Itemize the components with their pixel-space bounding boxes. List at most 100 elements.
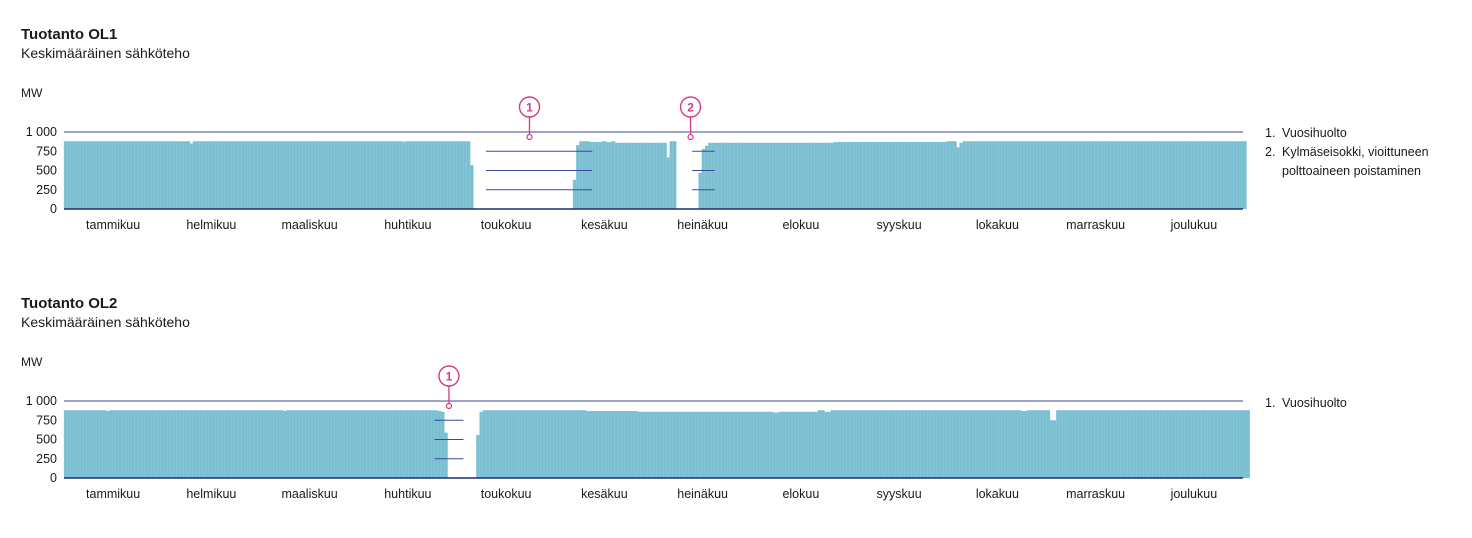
y-tick-label: 0 <box>50 471 57 485</box>
bar <box>779 411 783 478</box>
bar <box>618 411 622 478</box>
bar <box>1226 141 1231 209</box>
bar <box>485 410 490 478</box>
bar <box>289 141 294 209</box>
bar <box>357 141 361 209</box>
bar <box>334 410 339 478</box>
bar <box>102 141 107 209</box>
bar <box>988 410 993 478</box>
bar <box>556 410 561 478</box>
x-tick-label: kesäkuu <box>581 218 628 232</box>
bar <box>128 141 133 209</box>
bar <box>679 411 683 478</box>
bar <box>205 410 210 478</box>
bar <box>250 141 255 209</box>
bar <box>421 410 426 478</box>
bar <box>1159 141 1163 209</box>
bar <box>795 142 799 209</box>
bar <box>1094 141 1099 209</box>
bar <box>653 142 658 209</box>
bar <box>70 410 75 478</box>
x-tick-label: heinäkuu <box>677 487 728 501</box>
bar <box>769 411 774 478</box>
bar <box>547 410 551 478</box>
bar <box>682 411 687 478</box>
bar <box>1107 141 1112 209</box>
bar <box>405 141 410 209</box>
bar <box>978 410 983 478</box>
bar <box>237 141 242 209</box>
x-tick-label: joulukuu <box>1170 218 1218 232</box>
bar <box>978 141 983 209</box>
x-tick-label: syyskuu <box>877 218 922 232</box>
bar <box>891 410 896 478</box>
y-tick-label: 1 000 <box>26 394 57 408</box>
bar <box>869 142 873 209</box>
bar <box>154 410 158 478</box>
bar <box>766 142 770 209</box>
annotation-number: 1 <box>526 101 533 115</box>
bar <box>1217 141 1221 209</box>
bar <box>920 410 925 478</box>
bar <box>1165 410 1170 478</box>
bar <box>109 410 113 478</box>
bar <box>534 410 538 478</box>
bar <box>176 410 181 478</box>
bar <box>305 410 310 478</box>
gridlines <box>64 131 1243 191</box>
bar <box>882 410 886 478</box>
bar <box>1107 410 1112 478</box>
bars <box>64 141 1247 209</box>
bar <box>959 410 964 478</box>
bar <box>286 141 290 209</box>
bar <box>663 411 667 478</box>
bar <box>1152 410 1157 478</box>
bar <box>846 142 851 209</box>
bar <box>337 141 342 209</box>
bar <box>1149 141 1154 209</box>
bar <box>1185 141 1189 209</box>
bar <box>821 142 825 209</box>
bar <box>237 410 242 478</box>
bar <box>891 142 896 209</box>
bar <box>924 410 928 478</box>
bar <box>1130 141 1134 209</box>
bar <box>405 410 410 478</box>
bar <box>1130 410 1134 478</box>
bar <box>1230 410 1234 478</box>
bar <box>888 410 893 478</box>
bar <box>1004 141 1009 209</box>
bar <box>73 141 78 209</box>
bar <box>914 410 919 478</box>
bar <box>1065 410 1070 478</box>
bar <box>154 141 158 209</box>
bar <box>521 410 526 478</box>
bar <box>817 410 822 478</box>
bar <box>721 411 725 478</box>
bar <box>853 142 857 209</box>
bar <box>96 141 100 209</box>
x-tick-label: toukokuu <box>481 218 532 232</box>
bar <box>376 410 381 478</box>
bar <box>138 410 142 478</box>
bar-texture <box>63 410 1240 478</box>
bar <box>927 142 931 209</box>
bar <box>1046 141 1051 209</box>
bar <box>450 141 455 209</box>
bar <box>936 410 941 478</box>
bar <box>734 142 738 209</box>
bar <box>817 142 822 209</box>
bar <box>772 412 777 478</box>
bar <box>1123 141 1128 209</box>
bar <box>254 141 258 209</box>
bar <box>814 142 819 209</box>
bar <box>466 141 471 209</box>
x-tick-label: toukokuu <box>481 487 532 501</box>
bar <box>688 411 693 478</box>
bar <box>96 410 100 478</box>
x-tick-label: elokuu <box>782 218 819 232</box>
bar <box>1056 141 1060 209</box>
bar <box>576 145 580 209</box>
bar <box>189 143 194 209</box>
bar <box>89 410 94 478</box>
